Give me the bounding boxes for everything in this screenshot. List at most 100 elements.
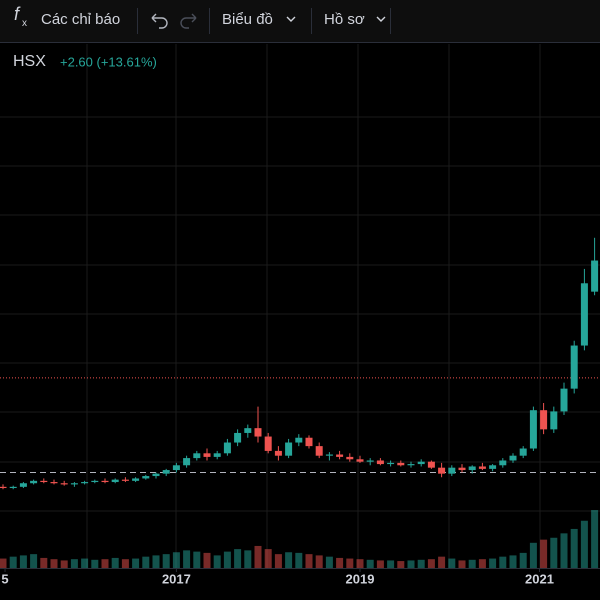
candle-body: [111, 479, 119, 483]
candle-body: [203, 453, 211, 457]
candle-body: [458, 467, 466, 471]
volume-bar: [387, 560, 395, 568]
volume-bar: [499, 556, 507, 568]
candle-body: [570, 345, 578, 389]
volume-bar: [121, 559, 129, 568]
candle-body: [172, 465, 180, 471]
candle-body: [183, 458, 191, 466]
volume-bar: [325, 556, 333, 568]
candle-body: [274, 450, 282, 456]
candle-body: [40, 480, 48, 483]
volume-bar: [223, 551, 231, 568]
volume-bar: [203, 552, 211, 568]
x-tick-label: 2019: [346, 571, 375, 586]
candle-body: [50, 482, 58, 484]
candle-body: [152, 473, 160, 477]
volume-bar: [81, 558, 89, 568]
volume-bar: [478, 559, 486, 568]
candle-body: [315, 446, 323, 456]
candle-body: [448, 467, 456, 474]
volume-bar: [142, 556, 150, 568]
candle-body: [529, 410, 537, 449]
candle-body: [417, 461, 425, 465]
candle-body: [427, 461, 435, 468]
volume-bar: [91, 559, 99, 568]
symbol: HSX: [13, 53, 46, 70]
volume-bar: [417, 559, 425, 568]
volume-bar: [183, 550, 191, 568]
candle-body: [295, 437, 303, 443]
undo-button[interactable]: [151, 13, 168, 29]
candle-body: [101, 480, 109, 483]
candle-body: [244, 428, 252, 433]
volume-bar: [305, 554, 313, 568]
candle-body: [223, 442, 231, 454]
candle-body: [132, 478, 140, 481]
volume-bar: [193, 551, 201, 568]
x-tick-label: 5: [1, 571, 8, 586]
volume-bar: [213, 555, 221, 568]
candle-body: [30, 480, 38, 484]
indicators-icon[interactable]: f: [14, 4, 21, 24]
candle-body: [509, 455, 517, 461]
volume-bar: [519, 552, 527, 568]
volume-bar: [356, 559, 364, 568]
redo-button[interactable]: [180, 13, 197, 29]
candle-body: [438, 467, 446, 474]
volume-bar: [244, 550, 252, 568]
x-tick-label: 2021: [525, 571, 554, 586]
volume-bar: [152, 555, 160, 568]
candle-body: [346, 456, 354, 460]
volume-bar: [570, 528, 578, 568]
candle-body: [356, 459, 364, 462]
volume-bar: [274, 554, 282, 568]
volume-bar: [285, 552, 293, 568]
volume-bar: [70, 559, 78, 568]
chevron: [376, 16, 386, 22]
volume-bar: [427, 559, 435, 568]
volume-bar: [346, 558, 354, 568]
candle-body: [305, 437, 313, 447]
candle-body: [325, 454, 333, 456]
candle-body: [19, 483, 27, 487]
candle-body: [70, 483, 78, 485]
candle-body: [9, 486, 17, 489]
volume-bar: [448, 558, 456, 568]
candle-body: [366, 460, 374, 462]
volume-bar: [50, 559, 58, 568]
candle-body: [213, 453, 221, 457]
candle-body: [142, 476, 150, 479]
volume-bar: [438, 556, 446, 568]
candle-body: [387, 462, 395, 465]
volume-bar: [234, 549, 242, 568]
volume-bar: [458, 560, 466, 568]
candle-body: [499, 460, 507, 466]
candle-body: [60, 483, 68, 485]
candle-body: [591, 260, 599, 292]
candle-body: [489, 465, 497, 469]
profile-menu[interactable]: Hồ sơ: [324, 11, 365, 28]
candle-body: [407, 464, 415, 466]
chevron: [286, 16, 296, 22]
price-change: +2.60 (+13.61%): [60, 54, 157, 69]
chart-menu[interactable]: Biểu đồ: [222, 11, 273, 28]
volume-bar: [550, 537, 558, 568]
volume-bar: [366, 559, 374, 568]
candle-body: [376, 460, 384, 465]
volume-bar: [580, 520, 588, 568]
candle-body: [468, 466, 476, 471]
volume-bar: [489, 558, 497, 568]
candle-body: [254, 428, 262, 437]
candle-body: [397, 462, 405, 466]
volume-bar: [560, 533, 568, 568]
volume-bar: [397, 561, 405, 568]
volume-bar: [529, 542, 537, 568]
toolbar: [0, 0, 600, 42]
indicators-button[interactable]: Các chỉ báo: [41, 11, 120, 28]
x-tick-label: 2017: [162, 571, 191, 586]
volume-bar: [336, 557, 344, 568]
candle-body: [81, 482, 89, 484]
volume-bar: [407, 560, 415, 568]
